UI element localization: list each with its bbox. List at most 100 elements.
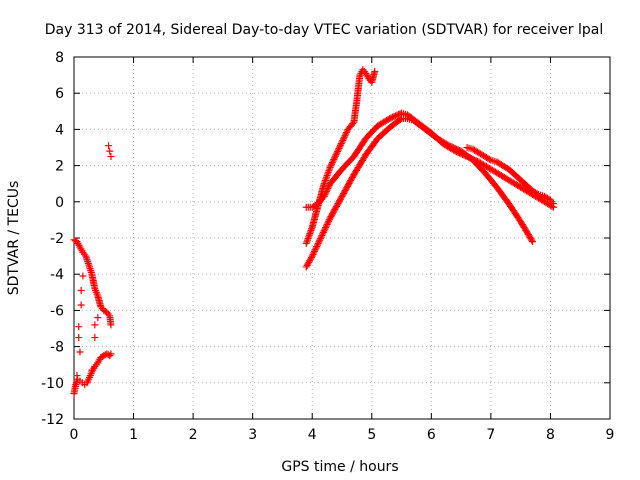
data-point (88, 366, 96, 374)
data-point (389, 113, 397, 121)
data-point (329, 157, 337, 165)
y-tick-label: -12 (41, 412, 64, 428)
data-point (77, 301, 85, 309)
y-tick-label: -10 (41, 376, 64, 392)
data-point (334, 148, 342, 156)
data-point (335, 144, 343, 152)
data-point (450, 144, 458, 152)
data-point (325, 216, 333, 224)
data-point (321, 191, 329, 199)
data-point (76, 348, 84, 356)
data-point (307, 255, 315, 263)
data-point (320, 192, 328, 200)
data-point (328, 160, 336, 168)
data-point (324, 219, 332, 227)
data-points (70, 66, 557, 398)
data-point (325, 183, 333, 191)
data-point (396, 116, 404, 124)
data-point (325, 217, 333, 225)
data-point (390, 113, 398, 121)
x-tick-label: 6 (427, 427, 436, 443)
data-point (324, 184, 332, 192)
data-point (444, 141, 452, 149)
data-point (529, 238, 537, 246)
data-point (445, 142, 453, 150)
data-point (331, 152, 339, 160)
x-tick-label: 2 (189, 427, 198, 443)
data-point (302, 263, 310, 271)
data-point (305, 258, 313, 266)
data-point (323, 186, 331, 194)
data-point (453, 145, 461, 153)
data-point (316, 235, 324, 243)
data-point (107, 321, 115, 329)
data-point (333, 149, 341, 157)
data-point (326, 163, 334, 171)
data-point (313, 241, 321, 249)
data-point (91, 321, 99, 329)
data-point (533, 190, 541, 198)
x-tick-label: 5 (367, 427, 376, 443)
y-tick-label: 4 (55, 122, 64, 138)
data-point (94, 314, 102, 322)
y-tick-label: 0 (55, 195, 64, 211)
data-point (485, 155, 493, 163)
data-point (316, 236, 324, 244)
x-tick-label: 4 (308, 427, 317, 443)
gridlines (74, 57, 610, 419)
data-point (336, 143, 344, 151)
data-point (313, 243, 321, 251)
data-point (106, 147, 114, 155)
data-point (75, 323, 83, 331)
chart-title: Day 313 of 2014, Sidereal Day-to-day VTE… (45, 22, 603, 38)
y-tick-label: 2 (55, 159, 64, 175)
x-tick-label: 8 (546, 427, 555, 443)
data-point (454, 146, 462, 154)
data-point (91, 334, 99, 342)
data-point (310, 247, 318, 255)
data-point (332, 151, 340, 159)
data-point (77, 286, 85, 294)
data-point (319, 228, 327, 236)
data-point (322, 222, 330, 230)
data-point (331, 154, 339, 162)
data-point (337, 141, 345, 149)
data-point (393, 111, 401, 119)
data-point (309, 251, 317, 259)
data-point (317, 233, 325, 241)
data-point (447, 142, 455, 150)
data-point (337, 140, 345, 148)
data-point (318, 232, 326, 240)
data-point (327, 162, 335, 170)
data-point (392, 112, 400, 120)
data-point (322, 224, 330, 232)
x-tick-label: 0 (70, 427, 79, 443)
data-point (311, 246, 319, 254)
data-point (79, 272, 87, 280)
data-point (321, 225, 329, 233)
data-point (341, 132, 349, 140)
data-point (304, 260, 312, 268)
data-point (339, 135, 347, 143)
data-point (349, 120, 357, 128)
data-point (315, 238, 323, 246)
data-point (322, 188, 330, 196)
data-point (314, 239, 322, 247)
data-point (320, 227, 328, 235)
data-point (371, 67, 379, 75)
x-tick-label: 9 (606, 427, 615, 443)
data-point (307, 254, 315, 262)
x-axis-label: GPS time / hours (281, 459, 398, 475)
data-point (323, 220, 331, 228)
data-point (312, 244, 320, 252)
data-point (303, 261, 311, 269)
data-point (75, 334, 83, 342)
data-point (342, 129, 350, 137)
data-point (448, 143, 456, 151)
data-point (451, 144, 459, 152)
data-point (338, 138, 346, 146)
data-point (387, 114, 395, 122)
data-point (340, 133, 348, 141)
data-point (386, 115, 394, 123)
